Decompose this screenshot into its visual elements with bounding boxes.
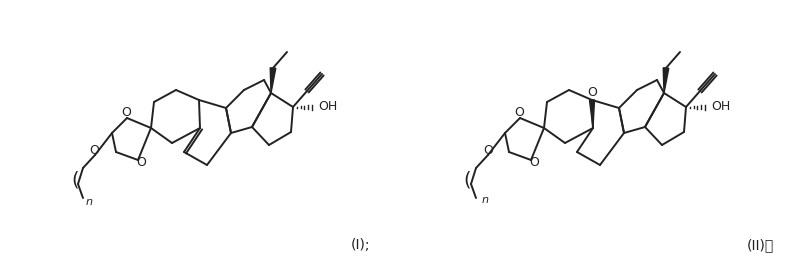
Text: n: n bbox=[481, 195, 489, 205]
Text: O: O bbox=[89, 144, 99, 157]
Polygon shape bbox=[589, 100, 595, 128]
Text: OH: OH bbox=[318, 101, 337, 114]
Polygon shape bbox=[270, 68, 276, 93]
Text: O: O bbox=[529, 157, 539, 169]
Text: (: ( bbox=[463, 171, 471, 190]
Text: O: O bbox=[121, 106, 131, 120]
Text: O: O bbox=[136, 157, 146, 169]
Text: n: n bbox=[85, 197, 93, 207]
Text: OH: OH bbox=[711, 101, 730, 114]
Text: O: O bbox=[587, 87, 597, 100]
Text: O: O bbox=[483, 144, 493, 157]
Polygon shape bbox=[663, 68, 669, 93]
Text: O: O bbox=[514, 106, 524, 120]
Text: (II)。: (II)。 bbox=[746, 238, 774, 252]
Text: (I);: (I); bbox=[350, 238, 369, 252]
Text: (: ( bbox=[72, 171, 79, 190]
